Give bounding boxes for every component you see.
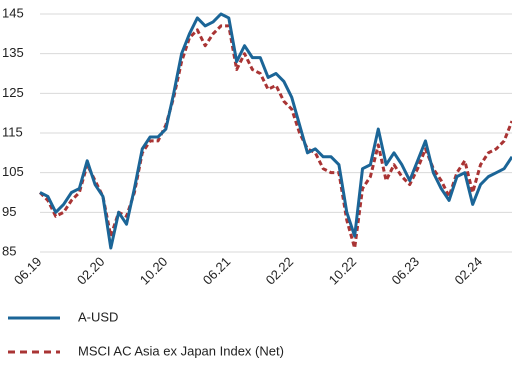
y-tick-label: 95 xyxy=(2,204,16,219)
y-tick-label: 135 xyxy=(2,45,24,60)
y-tick-label: 125 xyxy=(2,85,24,100)
y-tick-label: 115 xyxy=(2,124,23,139)
y-tick-label: 105 xyxy=(2,164,24,179)
legend-label: MSCI AC Asia ex Japan Index (Net) xyxy=(78,343,284,358)
y-tick-label: 85 xyxy=(2,243,16,258)
series-line xyxy=(38,24,512,250)
legend-label: A-USD xyxy=(78,309,118,324)
y-tick-label: 145 xyxy=(2,5,24,20)
x-tick-label: 02.20 xyxy=(74,254,108,288)
x-tick-label: 06.23 xyxy=(389,254,423,288)
x-tick-label: 10.20 xyxy=(137,254,171,288)
x-tick-label: 02.22 xyxy=(263,254,297,288)
x-tick-label: 10.22 xyxy=(326,254,360,288)
series-line xyxy=(39,12,512,250)
x-tick-label: 02.24 xyxy=(451,254,485,288)
x-tick-label: 06.21 xyxy=(200,254,234,288)
x-tick-label: 06.19 xyxy=(11,254,45,288)
legend: A-USD MSCI AC Asia ex Japan Index (Net) xyxy=(8,309,284,358)
